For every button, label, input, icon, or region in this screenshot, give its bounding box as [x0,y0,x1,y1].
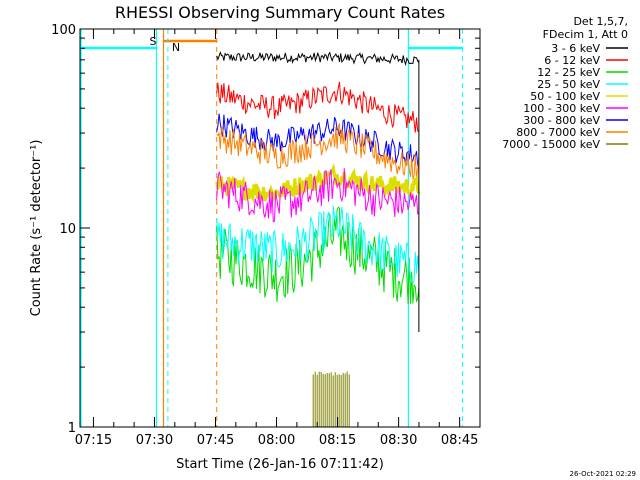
series-300-800-kev [216,113,420,167]
legend-label-3: 25 - 50 keV [537,78,600,91]
marker-s-label: S [149,35,156,48]
series-12-25-kev [216,206,420,305]
series-800-7000-kev [216,123,420,179]
y-tick-label-0: 1 [68,421,76,436]
x-tick-label-1: 07:30 [136,433,173,448]
x-tick-label-6: 08:45 [441,433,478,448]
x-tick-label-0: 07:15 [75,433,112,448]
legend-header-1: Det 1,5,7, [573,15,628,28]
series-3-6-kev [216,51,420,67]
legend-header-2: FDecim 1, Att 0 [543,28,628,41]
legend-label-6: 300 - 800 keV [523,114,600,127]
series-25-50-kev [216,205,420,284]
series-50-100-kev [215,162,421,204]
chart-title: RHESSI Observing Summary Count Rates [115,3,445,22]
x-axis-label: Start Time (26-Jan-16 07:11:42) [176,457,384,472]
series-100-300-kev [216,168,420,223]
legend-label-2: 12 - 25 keV [537,66,600,79]
axis-ticks: 07:15 07:30 07:45 08:00 08:15 08:30 08:45 1 10 10… [51,23,480,448]
legend-label-8: 7000 - 15000 keV [502,138,600,151]
x-tick-label-4: 08:15 [319,433,356,448]
legend-label-0: 3 - 6 keV [551,42,600,55]
legend-label-4: 50 - 100 keV [530,90,600,103]
marker-n-label: N [172,41,180,54]
x-tick-label-3: 08:00 [258,433,295,448]
y-tick-label-1: 10 [59,222,76,237]
y-axis-label: Count Rate (s⁻¹ detector⁻¹) [29,140,44,317]
x-tick-label-5: 08:30 [380,433,417,448]
series-6-12-kev [216,81,420,133]
plot-frame [79,28,481,428]
timestamp: 26-Oct-2021 02:29 [570,470,636,478]
legend-label-7: 800 - 7000 keV [516,126,600,139]
y-tick-label-2: 100 [51,23,76,38]
legend-label-5: 100 - 300 keV [523,102,600,115]
x-tick-label-2: 07:45 [197,433,234,448]
series-7000-15000-kev [312,371,350,427]
legend-label-1: 6 - 12 keV [544,54,600,67]
